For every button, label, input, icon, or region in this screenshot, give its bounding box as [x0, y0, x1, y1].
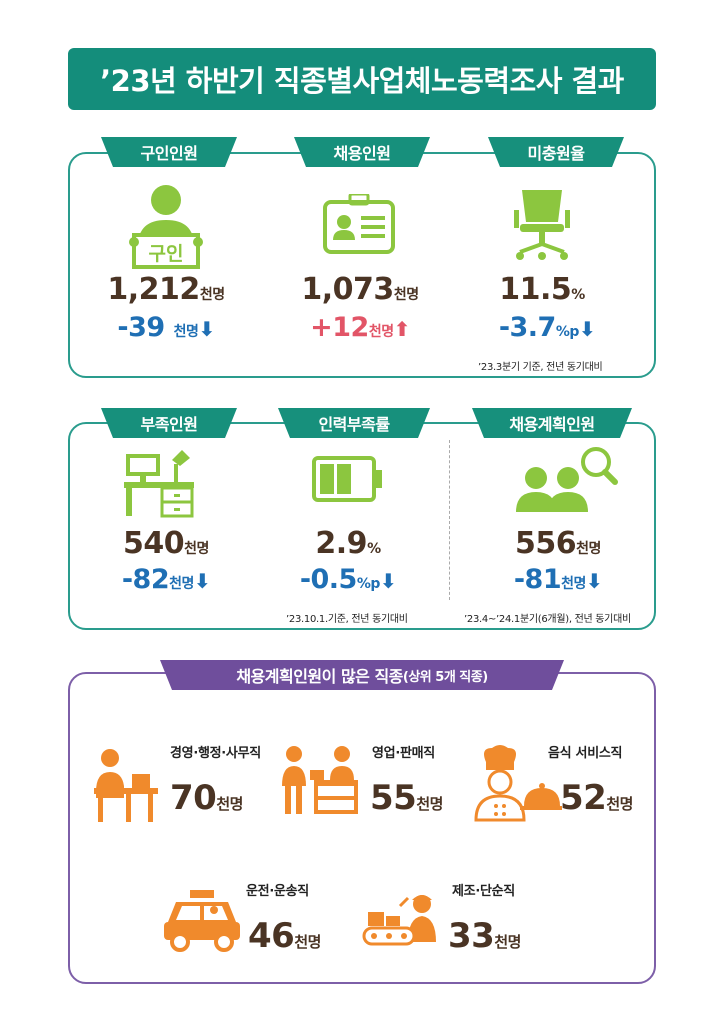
change-number: +12: [310, 312, 369, 343]
unfilled-rate-value: 11.5%: [462, 272, 622, 307]
change-unit: 천명: [368, 324, 394, 340]
tab-unfilled-rate: 미충원율: [488, 137, 624, 167]
hiring-plan-value: 556천명: [478, 526, 638, 561]
value-unit: 천명: [184, 541, 209, 557]
taxi-icon: [164, 890, 240, 952]
value-unit: %: [367, 541, 381, 557]
arrow-down-icon: ⬇: [198, 317, 215, 341]
arrow-up-icon: ⬆: [393, 317, 411, 341]
tab-job-openings: 구인인원: [101, 137, 237, 167]
arrow-down-icon: ⬇: [578, 317, 596, 341]
job-number: 33: [448, 916, 495, 956]
change-unit: 천명: [173, 324, 199, 340]
job-value-office: 70천명: [170, 778, 243, 818]
change-number: -81: [513, 564, 562, 595]
factory-worker-icon: [362, 895, 436, 946]
job-label-sales: 영업·판매직: [372, 746, 435, 761]
job-number: 70: [170, 778, 217, 818]
tab-shortage-rate: 인력부족률: [278, 408, 430, 438]
arrow-down-icon: ⬇: [585, 569, 603, 593]
value-number: 1,212: [107, 272, 200, 307]
tab-shortage: 부족인원: [101, 408, 237, 438]
job-unit: 천명: [294, 933, 321, 951]
value-unit: 천명: [576, 541, 601, 557]
value-unit: 천명: [199, 287, 225, 303]
job-value-transport: 46천명: [248, 916, 321, 956]
battery-icon: [312, 456, 382, 502]
hiring-plan-change: -81천명⬇: [478, 564, 638, 595]
office-worker-icon: [94, 749, 158, 822]
arrow-down-icon: ⬇: [379, 569, 397, 593]
job-unit: 천명: [606, 795, 633, 813]
shortage-rate-value: 2.9%: [268, 526, 428, 561]
value-unit: 천명: [393, 287, 419, 303]
job-number: 46: [248, 916, 295, 956]
change-number: -0.5: [299, 564, 358, 595]
people-search-icon: [516, 447, 618, 512]
job-openings-value: 1,212천명: [86, 272, 246, 307]
job-number: 55: [370, 778, 417, 818]
tab-top-jobs-suffix: (상위 5개 직종): [402, 669, 488, 685]
chair-icon: [514, 190, 570, 260]
value-unit: %: [571, 287, 585, 303]
sales-clerk-icon: [282, 746, 358, 814]
change-unit: 천명: [561, 576, 586, 592]
sign-text: 구인: [149, 243, 184, 265]
hires-change: +12천명⬆: [280, 312, 440, 343]
value-number: 11.5: [499, 272, 572, 307]
change-number: -39: [117, 312, 165, 343]
value-number: 540: [123, 526, 185, 561]
job-unit: 천명: [494, 933, 521, 951]
value-number: 1,073: [301, 272, 394, 307]
shortage-change: -82천명⬇: [86, 564, 246, 595]
change-unit: 천명: [169, 576, 194, 592]
job-value-manufacturing: 33천명: [448, 916, 521, 956]
section2-footnote-right: ’23.4~’24.1분기(6개월), 전년 동기대비: [464, 614, 631, 625]
job-value-food: 52천명: [560, 778, 633, 818]
section2-footnote-left: ’23.10.1.기준, 전년 동기대비: [286, 614, 408, 625]
hires-value: 1,073천명: [280, 272, 440, 307]
column-divider: [449, 440, 450, 600]
value-number: 556: [515, 526, 577, 561]
job-label-transport: 운전·운송직: [246, 884, 309, 899]
job-openings-change: -39 천명⬇: [86, 312, 246, 343]
job-unit: 천명: [216, 795, 243, 813]
job-label-office: 경영·행정·사무직: [170, 746, 261, 761]
unfilled-rate-change: -3.7%p⬇: [462, 312, 632, 343]
job-label-food: 음식 서비스직: [548, 746, 623, 761]
change-unit: %p: [555, 324, 580, 340]
tab-top-jobs: 채용계획인원이 많은 직종 (상위 5개 직종): [160, 660, 564, 690]
shortage-value: 540천명: [86, 526, 246, 561]
change-unit: %p: [356, 576, 381, 592]
tab-hires: 채용인원: [294, 137, 430, 167]
change-number: -82: [121, 564, 170, 595]
change-number: -3.7: [498, 312, 557, 343]
job-number: 52: [560, 778, 607, 818]
shortage-rate-change: -0.5%p⬇: [262, 564, 434, 595]
id-card-icon: [323, 194, 395, 254]
page-title: ’23년 하반기 직종별사업체노동력조사 결과: [68, 48, 656, 110]
tab-hiring-plan: 채용계획인원: [472, 408, 632, 438]
value-number: 2.9: [315, 526, 368, 561]
arrow-down-icon: ⬇: [193, 569, 211, 593]
desk-computer-icon: [124, 450, 194, 518]
job-value-sales: 55천명: [370, 778, 443, 818]
tab-top-jobs-label: 채용계획인원이 많은 직종: [236, 667, 403, 686]
job-label-manufacturing: 제조·단순직: [452, 884, 515, 899]
job-unit: 천명: [416, 795, 443, 813]
chef-cloche-icon: [474, 745, 562, 822]
section1-footnote: ’23.3분기 기준, 전년 동기대비: [478, 362, 603, 373]
job-seeker-sign-icon: 구인: [129, 185, 203, 269]
